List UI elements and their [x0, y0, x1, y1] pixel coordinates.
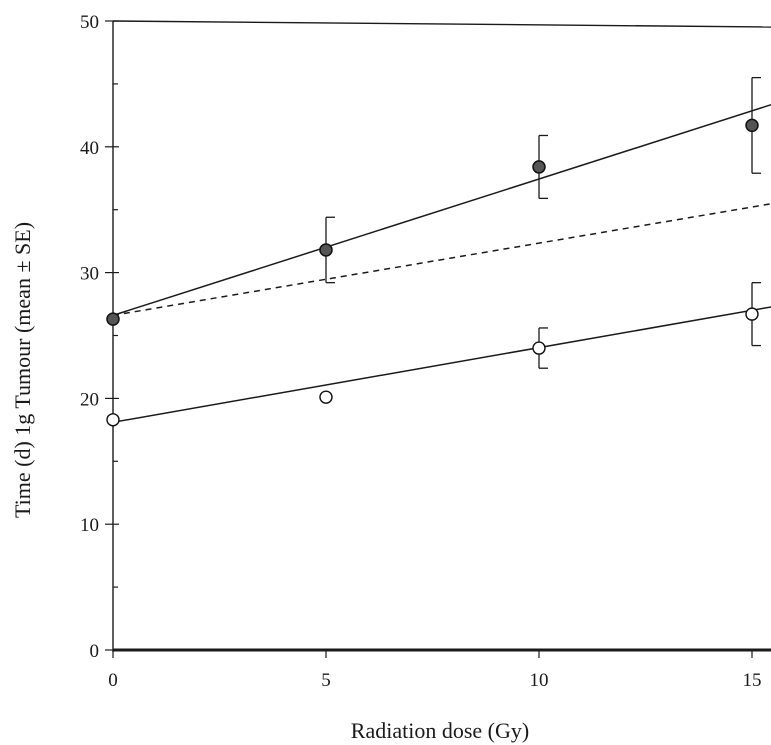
filled-data-point	[319, 243, 333, 257]
tick-labels: 0 5 10 15 0 10 20 30 40 50	[80, 12, 762, 691]
open-data-point	[319, 390, 333, 404]
dashed-fit-line	[112, 203, 771, 317]
top-border-line	[112, 20, 771, 28]
filled-data-point	[106, 312, 120, 326]
y-tick-label: 50	[80, 12, 99, 33]
open-data-point	[532, 341, 546, 355]
solid-fit-line	[112, 306, 771, 424]
y-tick-label: 10	[80, 515, 99, 536]
y-tick-label: 40	[80, 138, 99, 159]
x-tick-label: 5	[321, 670, 331, 691]
x-tick-label: 15	[743, 670, 762, 691]
y-tick-label: 0	[90, 641, 100, 662]
x-axis-title: Radiation dose (Gy)	[351, 718, 529, 743]
y-tick-label: 20	[80, 389, 99, 410]
solid-fit-line	[112, 103, 771, 317]
x-tick-label: 0	[108, 670, 118, 691]
y-tick-label: 30	[80, 264, 99, 285]
open-data-point	[106, 413, 120, 427]
y-axis-title: Time (d) 1g Tumour (mean ± SE)	[10, 222, 35, 518]
axes	[105, 20, 771, 658]
open-data-point	[745, 307, 759, 321]
data-points	[106, 118, 759, 427]
fit-lines	[112, 103, 771, 424]
error-bars	[325, 76, 761, 369]
filled-data-point	[745, 118, 759, 133]
x-tick-label: 10	[530, 670, 549, 691]
filled-data-point	[532, 160, 546, 174]
